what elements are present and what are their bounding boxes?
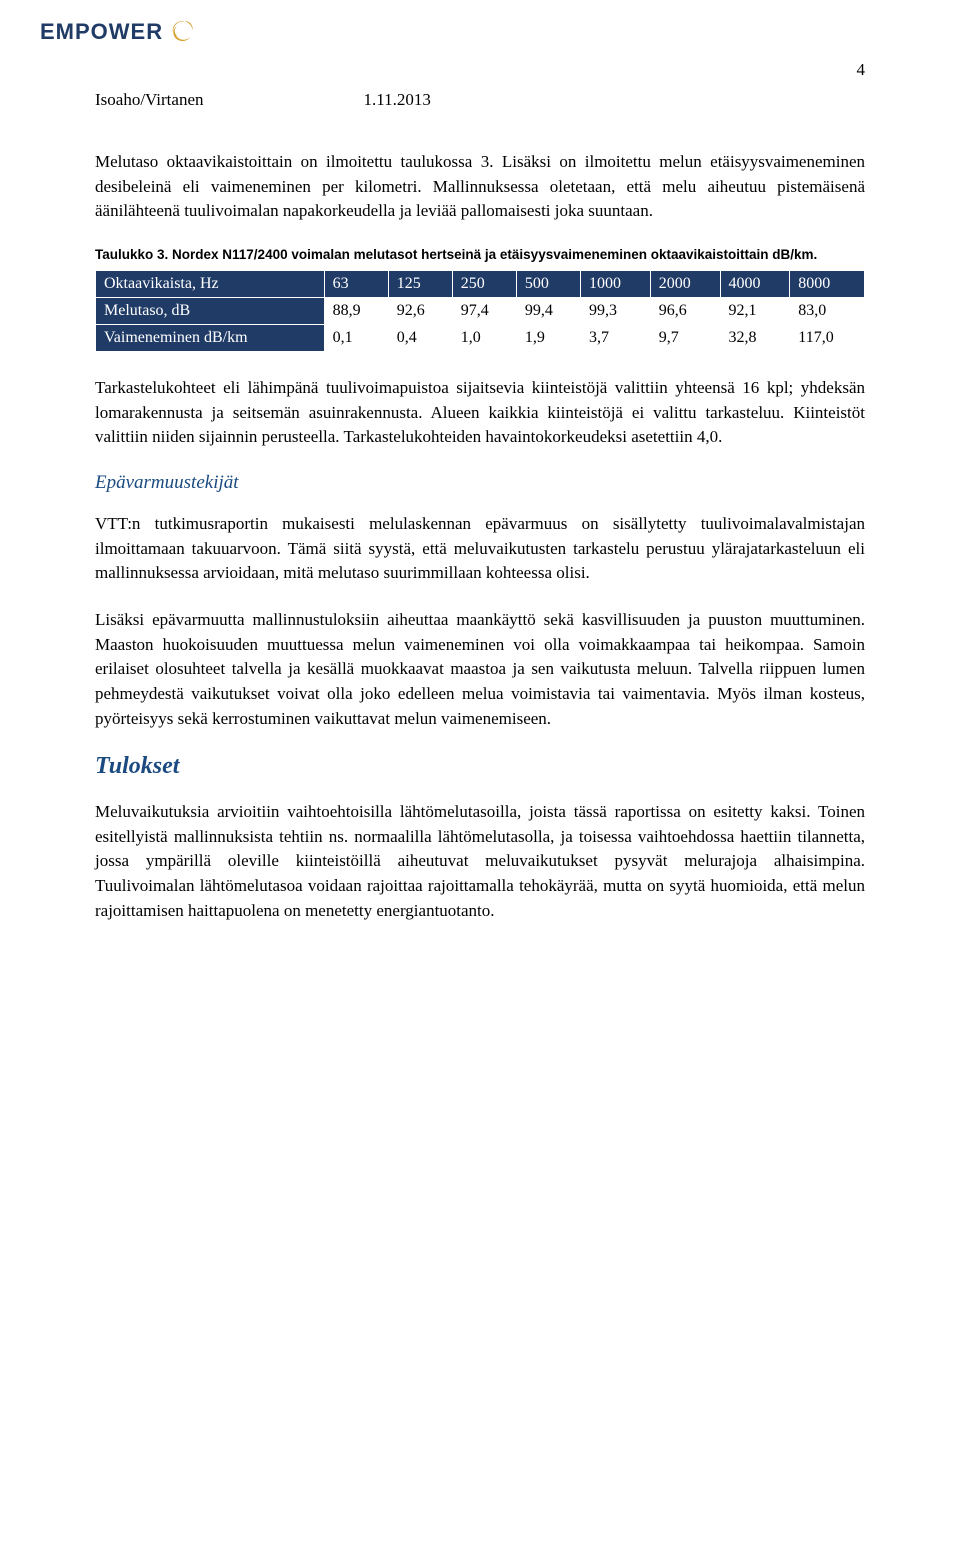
cell: 92,1: [720, 298, 790, 325]
table-row: Melutaso, dB 88,9 92,6 97,4 99,4 99,3 96…: [96, 298, 865, 325]
col-header-label: Oktaavikaista, Hz: [96, 271, 325, 298]
col-header: 250: [452, 271, 516, 298]
cell: 99,4: [516, 298, 580, 325]
table-caption: Taulukko 3. Nordex N117/2400 voimalan me…: [95, 246, 865, 264]
cell: 97,4: [452, 298, 516, 325]
row-label: Melutaso, dB: [96, 298, 325, 325]
col-header: 4000: [720, 271, 790, 298]
paragraph-uncertainty-1: VTT:n tutkimusraportin mukaisesti melula…: [95, 512, 865, 586]
col-header: 500: [516, 271, 580, 298]
table-header-row: Oktaavikaista, Hz 63 125 250 500 1000 20…: [96, 271, 865, 298]
heading-results: Tulokset: [95, 753, 865, 780]
logo-text: EMPOWER: [40, 19, 163, 45]
company-logo: EMPOWER: [40, 18, 197, 46]
heading-uncertainty: Epävarmuustekijät: [95, 472, 865, 494]
cell: 99,3: [580, 298, 650, 325]
cell: 9,7: [650, 325, 720, 352]
octave-band-table: Oktaavikaista, Hz 63 125 250 500 1000 20…: [95, 270, 865, 352]
cell: 117,0: [790, 325, 865, 352]
paragraph-targets: Tarkastelukohteet eli lähimpänä tuulivoi…: [95, 376, 865, 450]
paragraph-uncertainty-2: Lisäksi epävarmuutta mallinnustuloksiin …: [95, 608, 865, 731]
cell: 1,9: [516, 325, 580, 352]
row-label: Vaimeneminen dB/km: [96, 325, 325, 352]
cell: 83,0: [790, 298, 865, 325]
authors: Isoaho/Virtanen: [95, 90, 204, 110]
cell: 88,9: [324, 298, 388, 325]
cell: 1,0: [452, 325, 516, 352]
cell: 96,6: [650, 298, 720, 325]
page-number: 4: [857, 60, 866, 80]
document-header: Isoaho/Virtanen 1.11.2013: [95, 90, 865, 110]
cell: 92,6: [388, 298, 452, 325]
col-header: 63: [324, 271, 388, 298]
swirl-icon: [169, 18, 197, 46]
cell: 32,8: [720, 325, 790, 352]
col-header: 8000: [790, 271, 865, 298]
paragraph-results: Meluvaikutuksia arvioitiin vaihtoehtoisi…: [95, 800, 865, 923]
cell: 3,7: [580, 325, 650, 352]
col-header: 1000: [580, 271, 650, 298]
date: 1.11.2013: [364, 90, 431, 110]
cell: 0,1: [324, 325, 388, 352]
col-header: 2000: [650, 271, 720, 298]
cell: 0,4: [388, 325, 452, 352]
paragraph-intro: Melutaso oktaavikaistoittain on ilmoitet…: [95, 150, 865, 224]
col-header: 125: [388, 271, 452, 298]
table-row: Vaimeneminen dB/km 0,1 0,4 1,0 1,9 3,7 9…: [96, 325, 865, 352]
